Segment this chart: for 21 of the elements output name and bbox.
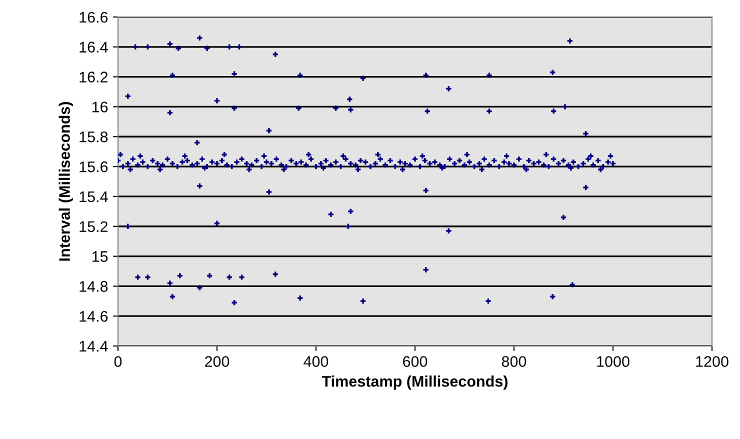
y-axis-title: Interval (Milliseconds) [58,102,73,261]
y-tick-label: 15.8 [80,132,108,142]
y-tick-label: 16.2 [80,72,108,83]
y-tick-label: 16 [92,102,108,112]
y-tick-label: 15 [92,251,108,262]
x-tick-label: 0 [114,356,122,367]
x-tick-label: 400 [304,356,328,367]
x-tick-label: 800 [502,356,526,367]
y-tick-label: 16.4 [80,42,108,53]
x-tick-label: 1000 [597,356,630,367]
y-tick-label: 14.8 [80,281,108,292]
y-tick-label: 14.4 [80,341,108,352]
x-tick-label: 1200 [696,356,728,367]
y-tick-label: 15.6 [80,161,108,172]
y-tick-label: 16.6 [80,12,108,23]
x-tick-label: 600 [403,356,428,367]
y-tick-label: 15.4 [80,191,108,202]
x-axis-title: Timestamp (Milliseconds) [322,376,508,390]
x-tick-label: 200 [205,356,230,367]
y-tick-label: 15.2 [80,221,108,232]
y-tick-label: 14.6 [80,310,108,322]
